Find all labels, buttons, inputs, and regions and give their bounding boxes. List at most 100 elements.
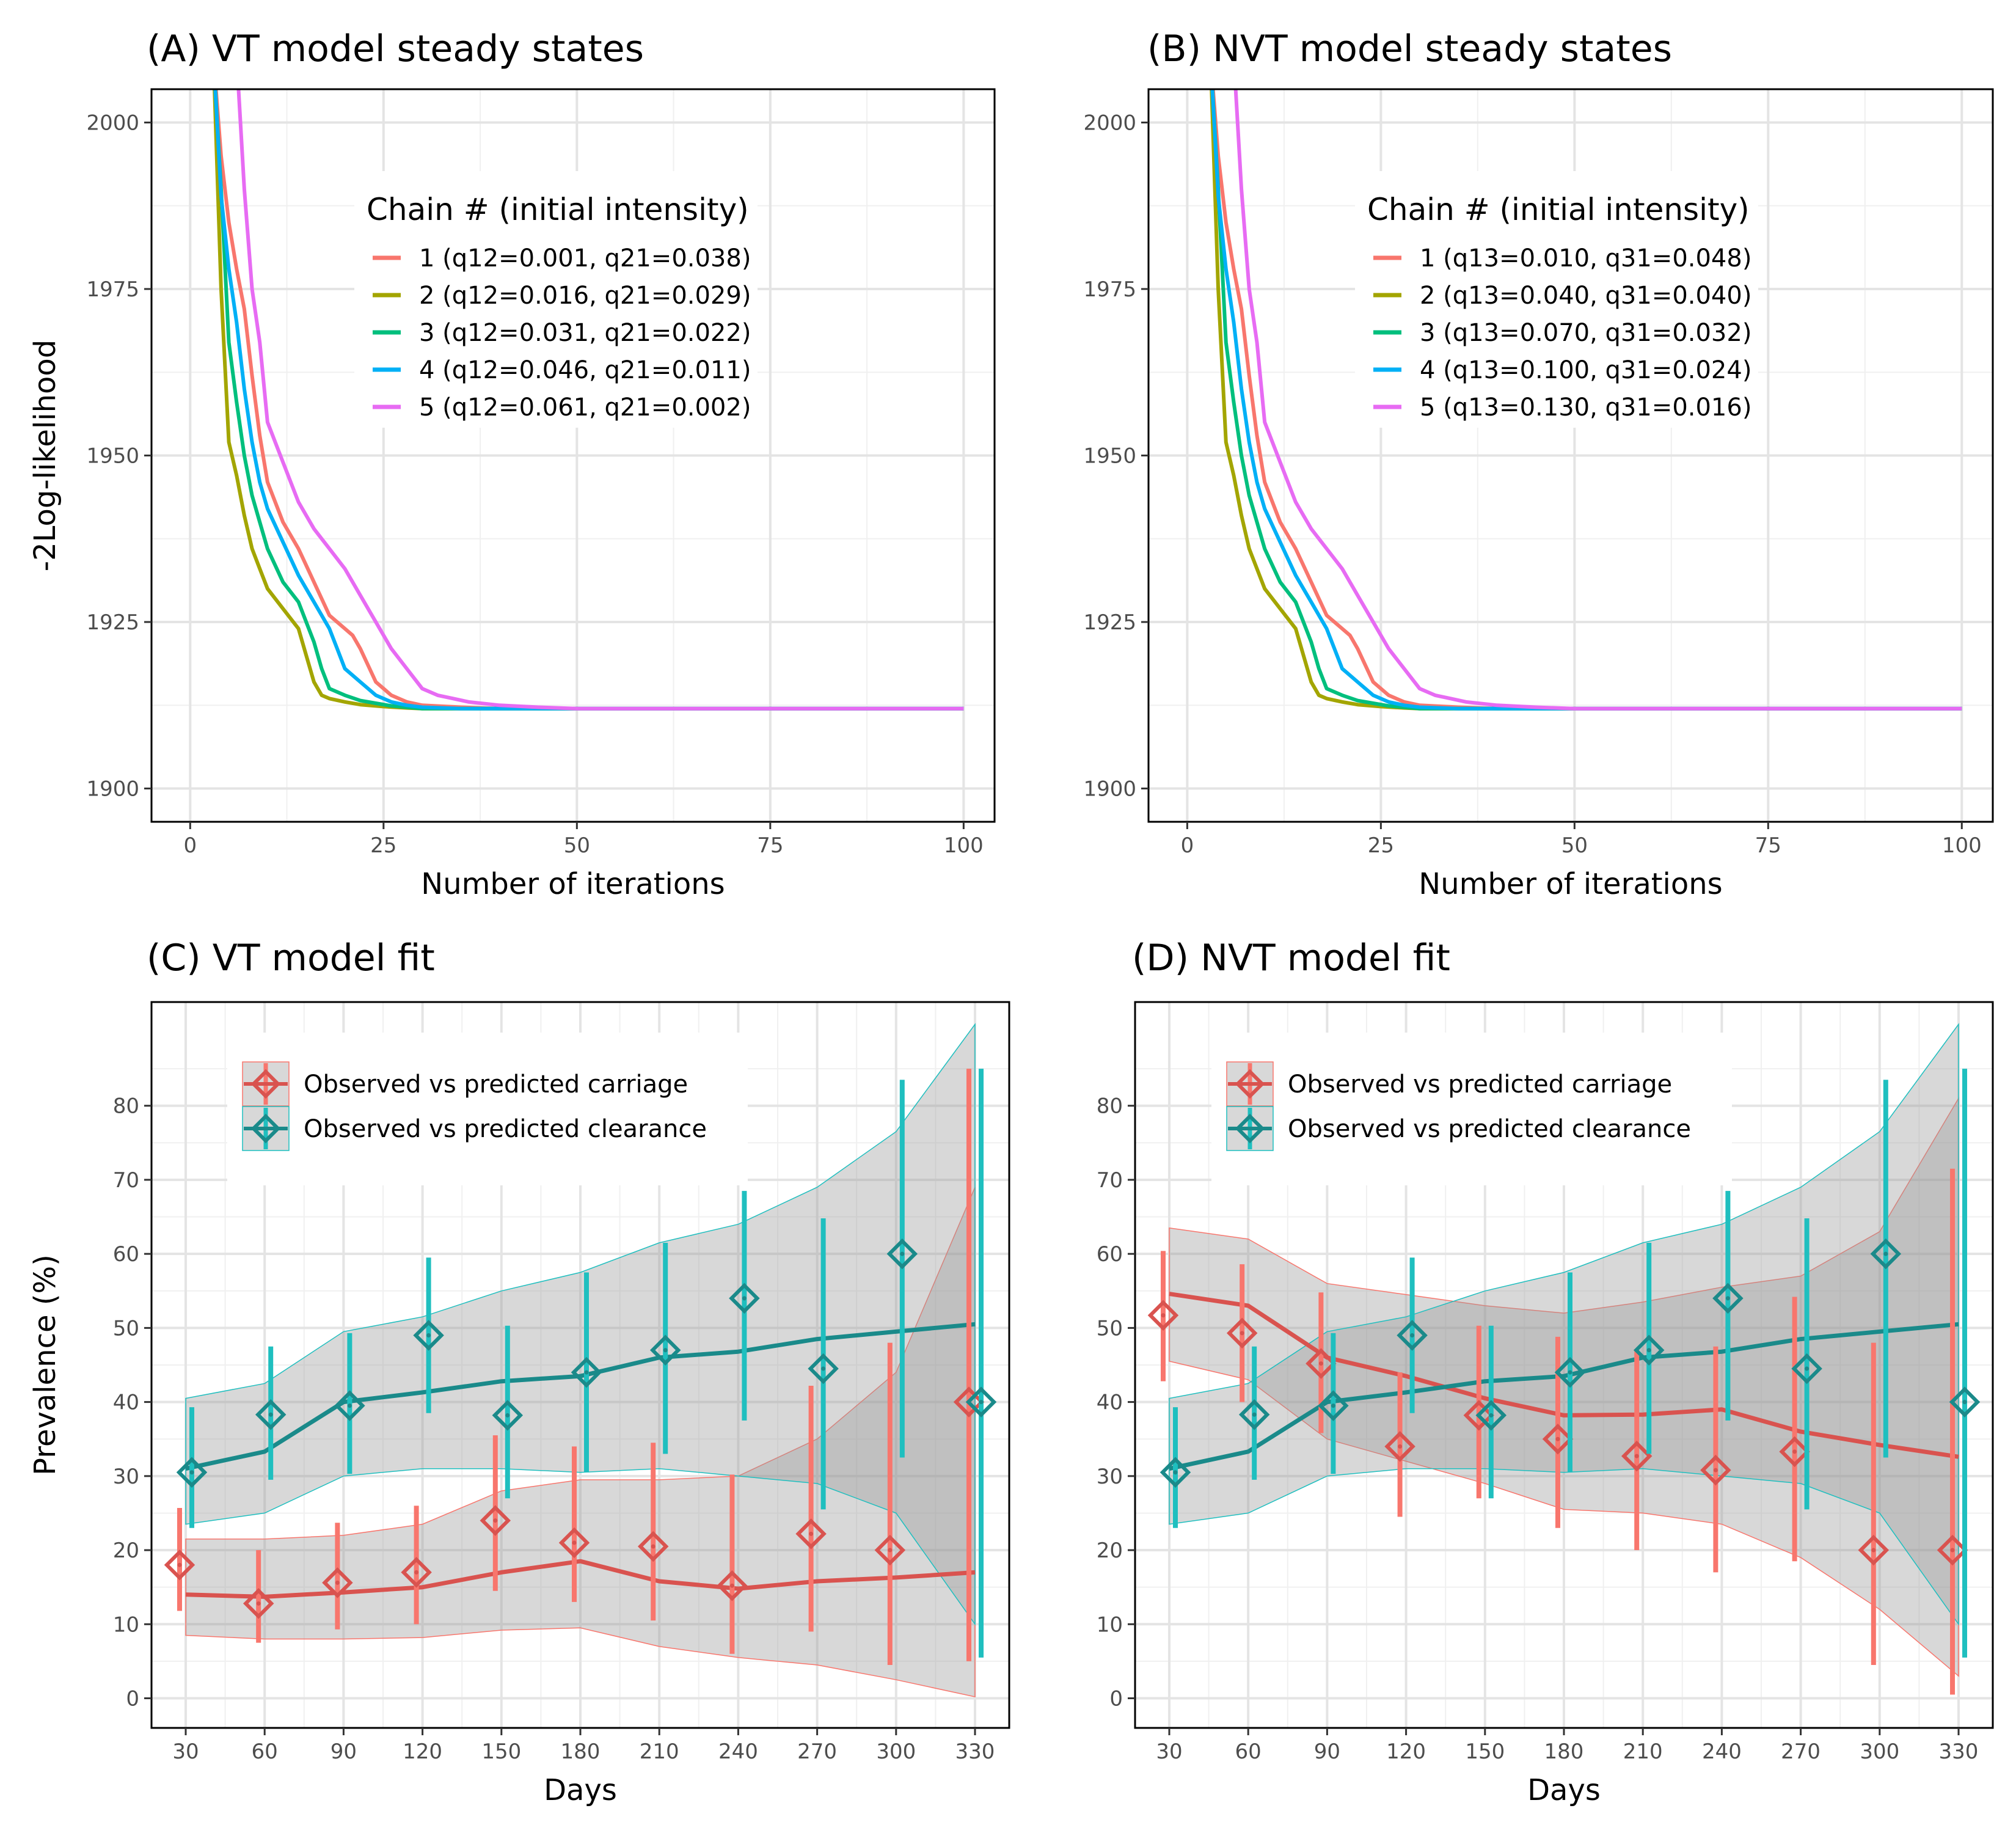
observed-point-center-carriage (1950, 1548, 1955, 1553)
x-tick-label: 180 (561, 1740, 601, 1764)
legend-key-diamond-carriage (1235, 1069, 1265, 1099)
observed-point-clearance (1949, 1386, 1981, 1418)
observed-point-clearance (1791, 1353, 1822, 1385)
observed-point-center-clearance (268, 1412, 273, 1417)
panel-d: Observed vs predicted carriage Observed v… (1097, 937, 1994, 1807)
panel-title: (B) NVT model steady states (1147, 27, 1672, 70)
y-tick-label: 10 (1097, 1612, 1123, 1637)
y-tick-label: 50 (1097, 1316, 1123, 1341)
y-tick-label: 1950 (86, 444, 139, 469)
observed-point-carriage (1306, 1348, 1337, 1379)
observed-point-clearance (334, 1390, 365, 1421)
y-tick-label: 40 (1097, 1391, 1123, 1415)
observed-point-carriage (717, 1570, 748, 1601)
legend-entry-chain-5: 5 (q12=0.061, q21=0.002) (419, 393, 751, 422)
x-tick-label: 240 (1702, 1740, 1742, 1764)
observed-point-clearance (1160, 1457, 1191, 1488)
y-tick-label: 50 (113, 1316, 139, 1341)
observed-point-center-carriage (729, 1583, 734, 1588)
legend-entry-chain-2: 2 (q13=0.040, q31=0.040) (1420, 282, 1751, 310)
observed-point-center-clearance (505, 1413, 510, 1418)
observed-point-clearance (1712, 1282, 1744, 1314)
predicted-line-carriage (1169, 1292, 1959, 1459)
y-tick-label: 20 (1097, 1538, 1123, 1563)
legend-key-diamond-clearance (1235, 1113, 1265, 1144)
x-tick-label: 150 (481, 1740, 521, 1764)
x-tick-label: 150 (1465, 1740, 1505, 1764)
y-tick-label: 20 (113, 1538, 139, 1563)
series-line-chain-4 (213, 89, 964, 711)
predicted-line-carriage (185, 1559, 976, 1599)
y-tick-label: 0 (126, 1687, 139, 1711)
axis-ticks: 0 25 50 75 100 1900 1925 1950 1975 2000 (86, 111, 983, 858)
legend-entry-chain-1: 1 (q13=0.010, q31=0.048) (1420, 244, 1751, 273)
x-tick-label: 270 (797, 1740, 837, 1764)
y-tick-label: 80 (1097, 1094, 1123, 1119)
observed-point-clearance (1318, 1390, 1349, 1421)
observed-point-center-clearance (663, 1348, 668, 1353)
observed-point-carriage (1226, 1317, 1258, 1349)
observed-point-clearance (176, 1457, 208, 1488)
observed-point-carriage (1700, 1454, 1731, 1486)
observed-point-center-carriage (177, 1562, 182, 1567)
observed-point-center-carriage (1634, 1454, 1639, 1458)
observed-point-center-carriage (1398, 1444, 1403, 1449)
legend: Chain # (initial intensity) 1 (q13=0.010,… (1355, 171, 1758, 428)
observed-point-clearance (649, 1334, 681, 1366)
legend: Observed vs predicted carriage Observed v… (227, 1033, 748, 1185)
observed-point-center-clearance (900, 1251, 905, 1256)
x-axis-label: Number of iterations (1419, 867, 1722, 901)
observed-point-center-carriage (256, 1601, 261, 1606)
x-tick-label: 270 (1781, 1740, 1821, 1764)
plot-area (213, 89, 964, 711)
x-axis-label: Number of iterations (421, 867, 725, 901)
observed-point-center-carriage (335, 1580, 340, 1585)
y-tick-label: 2000 (86, 111, 139, 136)
observed-point-center-carriage (809, 1531, 814, 1536)
axis-ticks: 0 25 50 75 100 1900 1925 1950 1975 2000 (1083, 111, 1981, 858)
observed-point-clearance (255, 1399, 287, 1430)
y-tick-label: 60 (113, 1242, 139, 1267)
observed-point-carriage (637, 1531, 669, 1562)
prediction-band-carriage (185, 1187, 976, 1698)
panel-b: Chain # (initial intensity) 1 (q13=0.010,… (1083, 27, 1994, 901)
x-tick-label: 25 (370, 833, 396, 858)
x-tick-label: 300 (876, 1740, 916, 1764)
x-tick-label: 50 (1561, 833, 1588, 858)
observed-point-clearance (1397, 1320, 1428, 1351)
legend-entry-chain-2: 2 (q12=0.016, q21=0.029) (419, 282, 751, 310)
x-tick-label: 120 (1386, 1740, 1426, 1764)
x-tick-label: 90 (331, 1740, 357, 1764)
y-tick-label: 0 (1109, 1687, 1123, 1711)
observed-point-clearance (1475, 1400, 1507, 1431)
axis-ticks: 30 60 90 120 150 180 210 240 270 300 330 0 10 20 30 40 5… (1097, 1094, 1979, 1764)
observed-point-center-clearance (1805, 1366, 1810, 1371)
y-tick-label: 10 (113, 1612, 139, 1637)
observed-point-carriage (1779, 1436, 1810, 1468)
observed-point-carriage (1463, 1400, 1495, 1431)
legend-entry-chain-3: 3 (q12=0.031, q21=0.022) (419, 319, 751, 347)
observed-point-center-carriage (493, 1518, 498, 1523)
observed-point-center-clearance (1410, 1333, 1415, 1338)
observed-point-clearance (413, 1320, 444, 1351)
observed-point-clearance (571, 1356, 602, 1388)
predicted-line-clearance (185, 1322, 976, 1471)
x-tick-label: 75 (1755, 833, 1781, 858)
x-tick-label: 30 (172, 1740, 199, 1764)
x-tick-label: 75 (757, 833, 783, 858)
x-tick-label: 240 (718, 1740, 758, 1764)
observed-point-center-carriage (1792, 1449, 1797, 1454)
observed-point-carriage (1147, 1300, 1179, 1331)
series-line-chain-5 (1233, 89, 1962, 711)
observed-point-clearance (492, 1400, 524, 1431)
series-line-chain-4 (1210, 89, 1962, 711)
observed-point-center-clearance (979, 1400, 984, 1405)
observed-point-carriage (1858, 1534, 1890, 1566)
observed-point-carriage (164, 1549, 195, 1581)
observed-point-center-clearance (1568, 1370, 1572, 1375)
observed-point-center-carriage (1871, 1548, 1876, 1553)
observed-point-clearance (1870, 1238, 1902, 1270)
x-tick-label: 300 (1860, 1740, 1899, 1764)
y-tick-label: 60 (1097, 1242, 1123, 1267)
legend-background (354, 171, 758, 428)
